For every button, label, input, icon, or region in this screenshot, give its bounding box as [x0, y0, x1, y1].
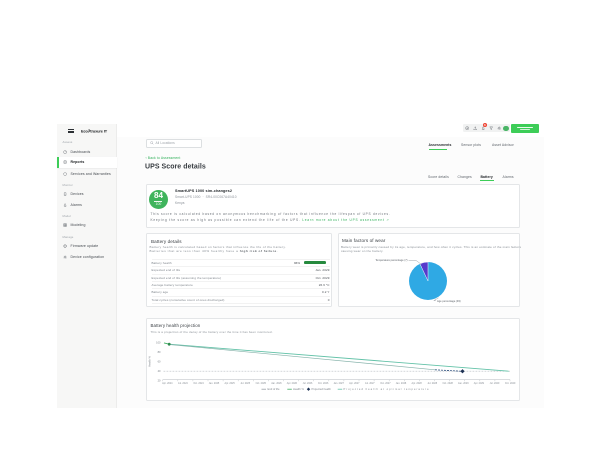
svg-text:Jul. 2026: Jul. 2026	[303, 382, 313, 385]
svg-text:Oct. 2029: Oct. 2029	[505, 382, 516, 385]
svg-text:Jul. 2024: Jul. 2024	[178, 382, 188, 385]
svg-text:Jul. 2025: Jul. 2025	[240, 382, 250, 385]
svg-text:Ecoɂtruxure IT: Ecoɂtruxure IT	[81, 128, 108, 134]
svg-text:End of life: End of life	[268, 387, 280, 391]
svg-text:Apr. 2029: Apr. 2029	[474, 382, 485, 385]
svg-text:Jul. 2028: Jul. 2028	[427, 382, 437, 385]
svg-text:UPS Score details: UPS Score details	[145, 164, 206, 171]
svg-text:Jan. 2028: Jan. 2028	[396, 382, 407, 385]
svg-text:60: 60	[158, 360, 161, 364]
svg-text:100: 100	[156, 340, 161, 344]
svg-text:Apr. 2027: Apr. 2027	[349, 382, 360, 385]
svg-text:Oct. 2027: Oct. 2027	[380, 382, 391, 385]
svg-text:Jan. 2027: Jan. 2027	[333, 382, 344, 385]
svg-text:Oct. 2028: Oct. 2028	[443, 382, 454, 385]
svg-text:Projected health at optimal te: Projected health at optimal temperature	[344, 387, 430, 391]
svg-text:Health %: Health %	[148, 356, 152, 367]
svg-text:Temperature percentage (7): Temperature percentage (7)	[375, 258, 407, 262]
svg-text:20: 20	[158, 379, 161, 383]
svg-text:80: 80	[158, 350, 161, 354]
svg-text:Health %: Health %	[293, 387, 305, 391]
svg-text:40: 40	[158, 369, 161, 373]
svg-text:Apr. 2026: Apr. 2026	[287, 382, 298, 385]
svg-text:Oct. 2024: Oct. 2024	[193, 382, 204, 385]
svg-text:Jan. 2029: Jan. 2029	[458, 382, 469, 385]
svg-text:Projected health: Projected health	[312, 387, 332, 391]
svg-text:Oct. 2025: Oct. 2025	[256, 382, 267, 385]
svg-text:Apr. 2024: Apr. 2024	[162, 382, 173, 385]
svg-text:Oct. 2026: Oct. 2026	[318, 382, 329, 385]
svg-text:Apr. 2025: Apr. 2025	[224, 382, 235, 385]
svg-text:Age percentage (93): Age percentage (93)	[437, 299, 461, 303]
svg-text:Apr. 2028: Apr. 2028	[411, 382, 422, 385]
svg-text:Jan. 2025: Jan. 2025	[209, 382, 220, 385]
svg-text:Jul. 2027: Jul. 2027	[365, 382, 375, 385]
svg-text:Jul. 2029: Jul. 2029	[490, 382, 500, 385]
svg-text:Jan. 2026: Jan. 2026	[271, 382, 282, 385]
